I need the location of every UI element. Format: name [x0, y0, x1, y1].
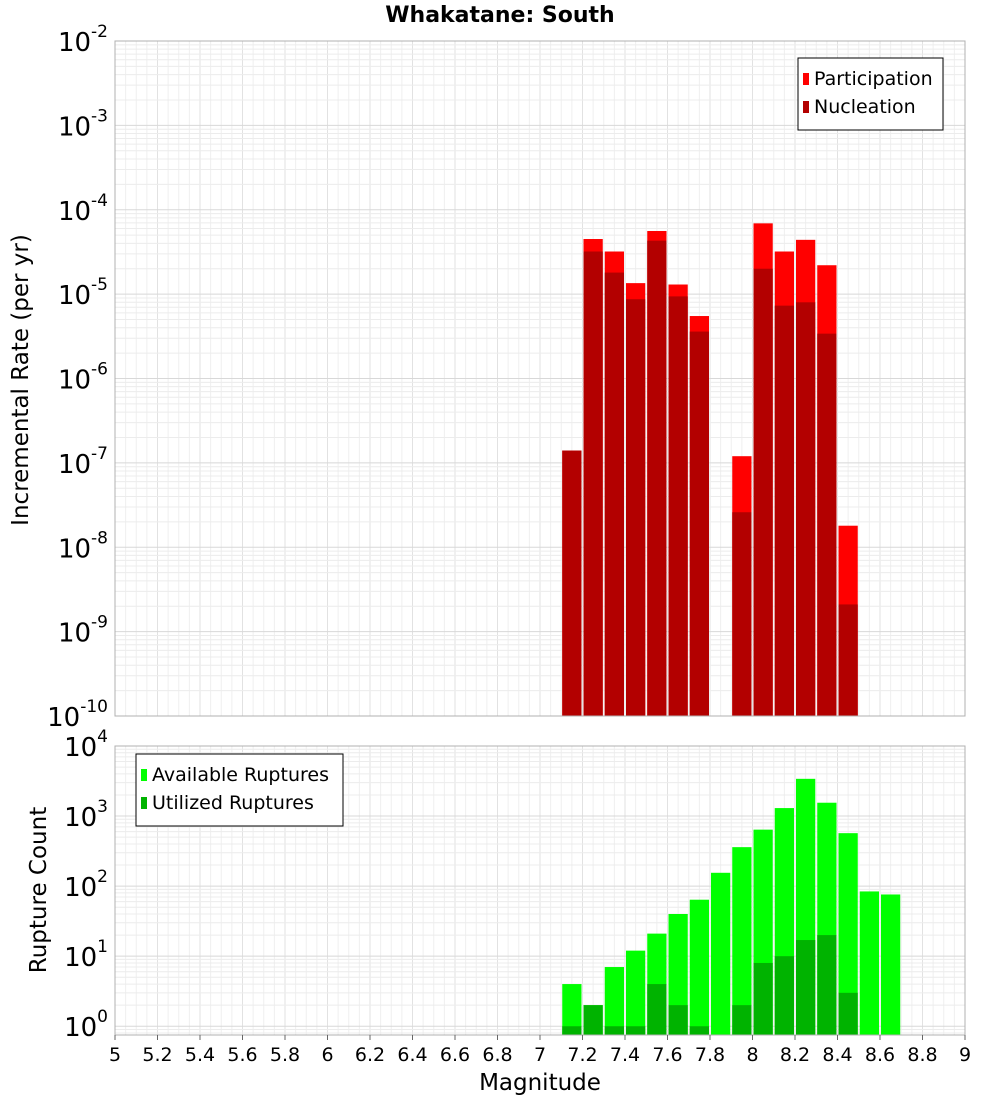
rate-inner-bar: [604, 272, 624, 716]
x-tick-label: 8.4: [822, 1044, 852, 1066]
count-chart: 100 101 102 103 104 5 5.2 5.4 5.6 5.8 6 6.2 6.4 6.6 6…: [26, 727, 971, 1096]
rate-bars: [562, 223, 858, 717]
count-inner-bar: [753, 962, 773, 1035]
x-tick-label: 8: [746, 1044, 758, 1066]
rate-inner-bar: [796, 302, 816, 716]
rate-legend-label: Nucleation: [814, 96, 916, 118]
rate-inner-bar: [753, 268, 773, 716]
count-inner-bar: [817, 935, 837, 1035]
count-y-tick-label: 103: [64, 797, 108, 833]
chart-title: Whakatane: South: [385, 3, 614, 28]
rate-y-ticks: 10-10 10-9 10-8 10-7 10-6 10-5 10-4 10-3 10-2: [47, 22, 108, 733]
count-legend: Available Ruptures Utilized Ruptures: [135, 753, 344, 827]
rate-y-tick-label: 10-10: [47, 697, 108, 733]
count-inner-bar: [626, 1026, 646, 1035]
rate-inner-bar: [774, 305, 794, 716]
x-tick-label: 6.4: [397, 1044, 427, 1066]
rate-y-tick-label: 10-7: [58, 444, 108, 480]
x-tick-label: 8.8: [907, 1044, 937, 1066]
count-y-tick-label: 101: [64, 937, 108, 973]
x-tick-label: 5.8: [270, 1044, 300, 1066]
rate-y-tick-label: 10-6: [58, 360, 108, 396]
rate-inner-bar: [583, 251, 603, 716]
x-tick-label: 6.8: [482, 1044, 512, 1066]
count-inner-bar: [583, 1005, 603, 1035]
rate-inner-bar: [689, 331, 709, 716]
rate-legend-label: Participation: [814, 68, 933, 90]
rate-y-tick-label: 10-8: [58, 528, 108, 564]
rate-inner-bar: [838, 604, 858, 716]
x-tick-label: 8.2: [780, 1044, 810, 1066]
rate-y-tick-label: 10-5: [58, 275, 108, 311]
count-y-tick-label: 104: [64, 727, 108, 763]
x-tick-label: 6.6: [440, 1044, 470, 1066]
count-inner-bar: [838, 992, 858, 1035]
x-tick-label: 7.6: [652, 1044, 682, 1066]
count-inner-bar: [668, 1005, 688, 1035]
count-inner-bar: [689, 1026, 709, 1035]
rate-y-tick-label: 10-4: [58, 191, 108, 227]
rate-inner-bar: [668, 296, 688, 716]
count-outer-bar: [689, 899, 709, 1035]
rate-legend-box: [797, 57, 944, 131]
count-legend-label: Available Ruptures: [152, 764, 329, 786]
rate-legend-swatch: [803, 101, 809, 113]
count-inner-bar: [774, 956, 794, 1035]
rate-y-tick-label: 10-2: [58, 22, 108, 58]
count-inner-bar: [647, 984, 667, 1035]
count-outer-bar: [604, 967, 624, 1035]
x-axis-label: Magnitude: [479, 1070, 601, 1096]
x-tick-label: 7.4: [610, 1044, 640, 1066]
rate-legend-swatch: [803, 73, 809, 85]
count-inner-bar: [604, 1026, 624, 1035]
rate-legend: Participation Nucleation: [797, 57, 944, 131]
count-legend-box: [135, 753, 344, 827]
count-bars: [562, 778, 901, 1035]
rate-inner-bar: [732, 512, 752, 716]
x-tick-label: 6.2: [355, 1044, 385, 1066]
x-tick-label: 5.4: [185, 1044, 215, 1066]
rate-y-tick-label: 10-9: [58, 613, 108, 649]
rate-y-axis-label: Incremental Rate (per yr): [8, 234, 34, 526]
x-tick-label: 9: [959, 1044, 971, 1066]
rate-grid: [114, 41, 966, 717]
count-outer-bar: [859, 891, 879, 1035]
rate-inner-bar: [626, 299, 646, 716]
x-tick-label: 5.2: [142, 1044, 172, 1066]
count-outer-bar: [562, 984, 582, 1035]
count-legend-swatch: [141, 797, 147, 809]
rate-inner-bar: [817, 333, 837, 716]
count-outer-bar: [711, 872, 731, 1035]
x-tick-label: 7.8: [695, 1044, 725, 1066]
rate-chart: 10-10 10-9 10-8 10-7 10-6 10-5 10-4 10-3 10-2 In…: [8, 22, 966, 733]
count-y-axis-label: Rupture Count: [26, 807, 52, 973]
count-outer-bar: [838, 833, 858, 1035]
count-outer-bar: [881, 894, 901, 1035]
x-tick-label: 8.6: [865, 1044, 895, 1066]
count-outer-bar: [626, 950, 646, 1035]
rate-inner-bar: [647, 240, 667, 717]
count-legend-swatch: [141, 769, 147, 781]
x-tick-label: 7: [534, 1044, 546, 1066]
count-outer-bar: [668, 914, 688, 1035]
rate-inner-bar: [562, 450, 582, 716]
count-legend-label: Utilized Ruptures: [152, 792, 314, 814]
x-tick-label: 5: [109, 1044, 121, 1066]
count-y-tick-label: 102: [64, 867, 108, 903]
count-outer-bar: [732, 847, 752, 1035]
rate-y-tick-label: 10-3: [58, 106, 108, 142]
x-tick-label: 5.6: [227, 1044, 257, 1066]
count-inner-bar: [796, 940, 816, 1035]
rate-plot-border: [114, 40, 966, 717]
x-tick-label: 6: [321, 1044, 333, 1066]
count-y-tick-label: 100: [64, 1007, 108, 1043]
count-inner-bar: [562, 1026, 582, 1035]
count-y-ticks: 100 101 102 103 104: [64, 727, 108, 1043]
x-ticks: 5 5.2 5.4 5.6 5.8 6 6.2 6.4 6.6 6.8 7 7.2 7.4 7.6 7.8 8…: [109, 1035, 971, 1066]
x-tick-label: 7.2: [567, 1044, 597, 1066]
count-inner-bar: [732, 1005, 752, 1035]
